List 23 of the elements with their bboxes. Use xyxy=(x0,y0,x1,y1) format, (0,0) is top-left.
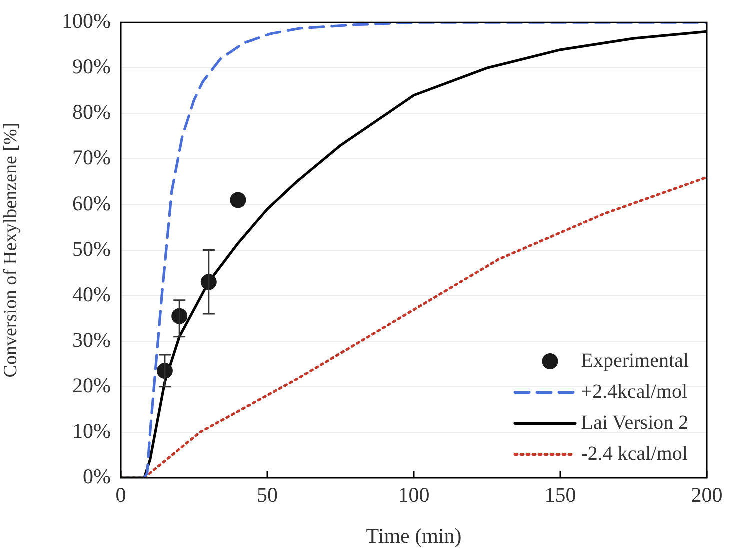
x-tick-label: 100 xyxy=(398,483,430,508)
y-tick-label: 20% xyxy=(72,373,111,398)
y-axis-title: Conversion of Hexylbenzene [%] xyxy=(0,122,22,378)
y-tick-label: 70% xyxy=(72,146,111,170)
x-tick-label: 0 xyxy=(116,483,126,508)
y-tick-label: 30% xyxy=(72,328,111,352)
y-tick-label: 60% xyxy=(72,191,111,216)
legend-label: -2.4 kcal/mol xyxy=(581,442,688,465)
y-tick-label: 100% xyxy=(62,9,111,34)
y-tick-label: 40% xyxy=(72,282,111,306)
y-tick-label: 50% xyxy=(72,236,111,261)
point xyxy=(230,192,246,208)
y-tick-label: 0% xyxy=(83,464,111,489)
y-tick-label: 10% xyxy=(72,418,111,443)
legend-label: +2.4kcal/mol xyxy=(581,380,688,403)
legend-label: Lai Version 2 xyxy=(581,412,689,434)
x-tick-label: 200 xyxy=(691,483,723,508)
x-axis-title: Time (min) xyxy=(366,524,462,548)
legend-label: Experimental xyxy=(581,350,690,372)
y-tick-label: 80% xyxy=(72,100,111,124)
x-tick-label: 50 xyxy=(257,483,278,508)
x-tick-label: 150 xyxy=(544,483,576,508)
y-tick-label: 90% xyxy=(72,54,111,79)
